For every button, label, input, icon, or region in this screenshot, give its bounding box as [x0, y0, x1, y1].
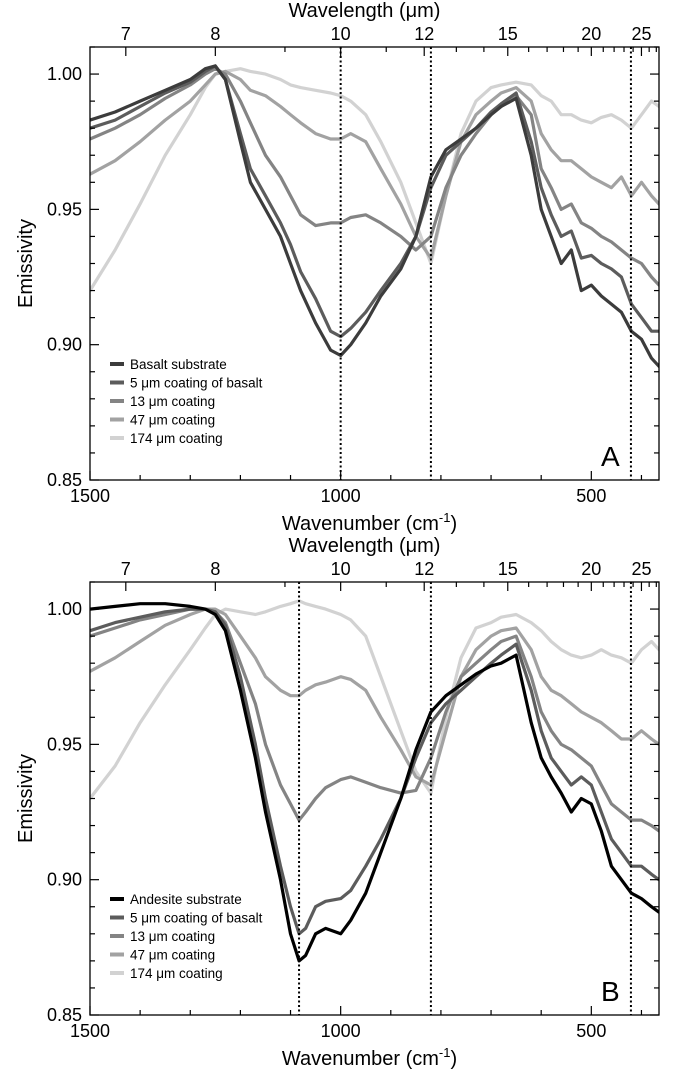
- series-line-0: [90, 64, 659, 368]
- y-tick-label-0: 0.85: [47, 1005, 82, 1025]
- panel-a: 1500 1000 500 7 8 10 12 15 20 25 0.85 0.90 0.95 1.00 W…: [15, 0, 660, 535]
- series-line-1: [90, 64, 659, 339]
- y-tick-label-3: 1.00: [47, 599, 82, 619]
- top-tick-label-3: 12: [414, 24, 434, 44]
- legend: Basalt substrate 5 μm coating of basalt 13…: [110, 357, 263, 446]
- x-axis-title: Wavenumber (cm-1): [282, 1045, 457, 1070]
- legend-label-0: Andesite substrate: [130, 892, 242, 907]
- y-tick-label-3: 1.00: [47, 64, 82, 84]
- top-tick-label-6: 25: [631, 24, 651, 44]
- x-tick-label-0: 1500: [70, 1021, 110, 1041]
- series-line-2: [90, 607, 659, 833]
- series-line-4: [90, 599, 659, 801]
- top-tick-label-4: 15: [498, 559, 518, 579]
- top-tick-label-4: 15: [498, 24, 518, 44]
- y-tick-label-2: 0.95: [47, 199, 82, 219]
- top-tick-label-6: 25: [631, 559, 651, 579]
- series-line-3: [90, 607, 659, 787]
- top-axis-title: Wavelength (μm): [289, 0, 441, 22]
- series-group: [90, 599, 659, 963]
- legend-label-4: 174 μm coating: [130, 966, 223, 981]
- series-line-3: [90, 69, 659, 260]
- top-tick-label-1: 8: [210, 559, 220, 579]
- top-tick-label-1: 8: [210, 24, 220, 44]
- top-tick-label-5: 20: [581, 559, 601, 579]
- x-tick-label-1: 1000: [321, 1021, 361, 1041]
- top-tick-label-3: 12: [414, 559, 434, 579]
- legend-label-4: 174 μm coating: [130, 431, 223, 446]
- panel-label: A: [601, 441, 620, 472]
- legend-label-1: 5 μm coating of basalt: [130, 376, 263, 391]
- y-axis-title: Emissivity: [15, 754, 37, 843]
- series-line-0: [90, 602, 659, 963]
- legend-label-2: 13 μm coating: [130, 394, 215, 409]
- y-axis-title: Emissivity: [15, 219, 37, 308]
- top-tick-label-0: 7: [121, 559, 131, 579]
- x-tick-label-2: 500: [576, 486, 606, 506]
- legend-label-1: 5 μm coating of basalt: [130, 911, 263, 926]
- legend-label-3: 47 μm coating: [130, 948, 215, 963]
- panel-label: B: [601, 976, 620, 1007]
- x-tick-label-1: 1000: [321, 486, 361, 506]
- top-axis-title: Wavelength (μm): [289, 535, 441, 557]
- legend: Andesite substrate 5 μm coating of basalt…: [110, 892, 263, 981]
- top-tick-label-5: 20: [581, 24, 601, 44]
- panel-b: 1500 1000 500 7 8 10 12 15 20 25 0.85 0.90 0.95 1.00 W…: [15, 535, 660, 1070]
- series-line-2: [90, 67, 659, 287]
- y-tick-label-1: 0.90: [47, 870, 82, 890]
- x-axis-title: Wavenumber (cm-1): [282, 510, 457, 535]
- legend-label-2: 13 μm coating: [130, 929, 215, 944]
- legend-label-0: Basalt substrate: [130, 357, 227, 372]
- top-tick-label-2: 10: [331, 24, 351, 44]
- top-tick-label-0: 7: [121, 24, 131, 44]
- x-tick-label-2: 500: [576, 1021, 606, 1041]
- y-tick-label-2: 0.95: [47, 734, 82, 754]
- top-tick-label-2: 10: [331, 559, 351, 579]
- series-group: [90, 64, 659, 368]
- y-tick-label-1: 0.90: [47, 335, 82, 355]
- legend-label-3: 47 μm coating: [130, 413, 215, 428]
- y-tick-label-0: 0.85: [47, 470, 82, 490]
- x-tick-label-0: 1500: [70, 486, 110, 506]
